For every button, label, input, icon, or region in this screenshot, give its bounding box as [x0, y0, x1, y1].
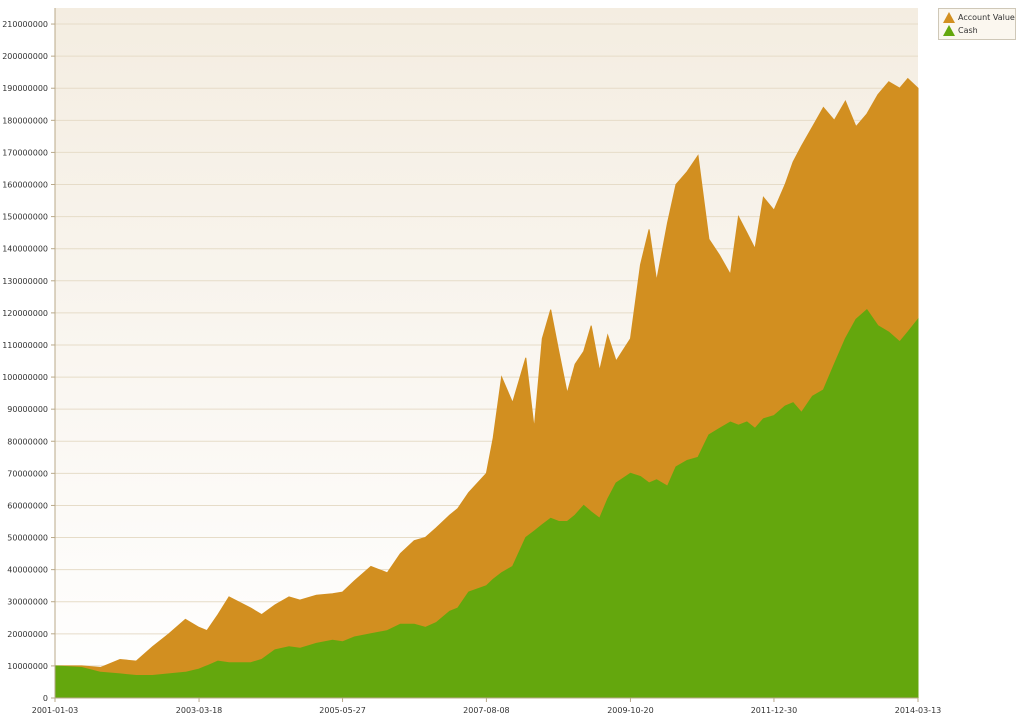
y-tick-label-8: 80000000 [7, 437, 48, 446]
x-tick-label-2: 2005-05-27 [319, 706, 366, 715]
y-tick-label-2: 20000000 [7, 630, 48, 639]
x-tick-label-6: 2014-03-13 [895, 706, 942, 715]
x-tick-label-5: 2011-12-30 [751, 706, 798, 715]
y-tick-label-16: 160000000 [2, 181, 48, 190]
y-tick-label-17: 170000000 [2, 148, 48, 157]
y-tick-label-14: 140000000 [2, 245, 48, 254]
y-tick-label-12: 120000000 [2, 309, 48, 318]
y-axis-ticks: 0 10000000 20000000 30000000 40000000 5000000… [2, 20, 55, 703]
y-tick-label-5: 50000000 [7, 534, 48, 543]
legend-swatch-account-value [943, 11, 955, 23]
x-tick-label-0: 2001-01-03 [32, 706, 79, 715]
y-tick-label-13: 130000000 [2, 277, 48, 286]
y-tick-label-0: 0 [43, 694, 48, 703]
y-tick-label-18: 180000000 [2, 116, 48, 125]
legend-item-cash: Cash [943, 24, 978, 36]
x-tick-label-3: 2007-08-08 [463, 706, 510, 715]
y-tick-label-19: 190000000 [2, 84, 48, 93]
y-tick-label-21: 210000000 [2, 20, 48, 29]
x-tick-label-1: 2003-03-18 [176, 706, 223, 715]
y-tick-label-3: 30000000 [7, 598, 48, 607]
y-tick-label-15: 150000000 [2, 213, 48, 222]
legend-label-cash: Cash [958, 25, 978, 35]
series-areas [54, 77, 919, 699]
y-tick-label-4: 40000000 [7, 566, 48, 575]
y-tick-label-7: 70000000 [7, 469, 48, 478]
series-area-cash [54, 308, 919, 699]
x-axis-ticks: 2001-01-03 2003-03-18 2005-05-27 2007-08-08… [32, 698, 942, 715]
legend: Account Value Cash [938, 8, 1016, 40]
legend-label-account-value: Account Value [958, 12, 1015, 22]
y-tick-label-6: 60000000 [7, 501, 48, 510]
y-tick-label-10: 100000000 [2, 373, 48, 382]
y-tick-label-9: 90000000 [7, 405, 48, 414]
legend-swatch-cash [943, 24, 955, 36]
y-tick-label-11: 110000000 [2, 341, 48, 350]
x-tick-label-4: 2009-10-20 [607, 706, 654, 715]
y-tick-label-1: 10000000 [7, 662, 48, 671]
legend-item-account-value: Account Value [943, 11, 1015, 23]
y-tick-label-20: 200000000 [2, 52, 48, 61]
